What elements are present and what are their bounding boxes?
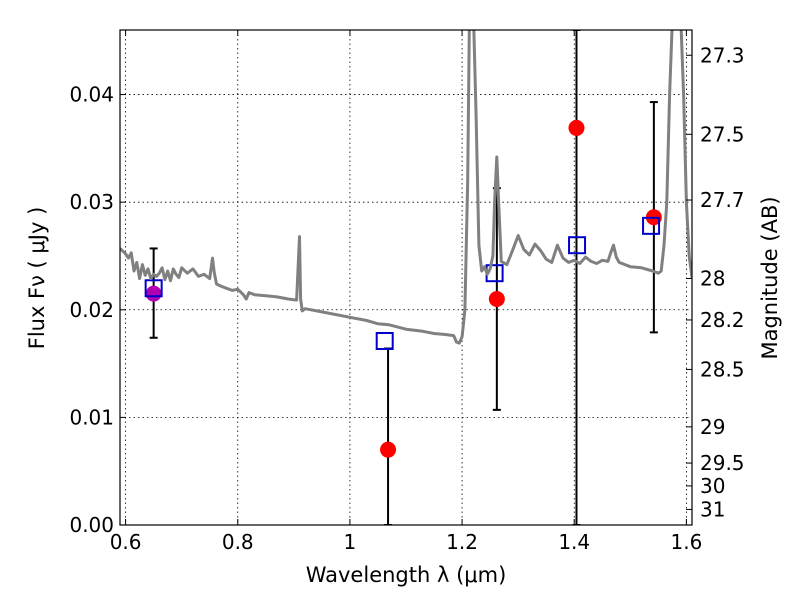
flux-point xyxy=(488,291,505,308)
model-photometry-square xyxy=(144,279,163,298)
x-tick-label: 1.2 xyxy=(446,530,478,554)
model-photometry-square xyxy=(568,236,587,255)
mag-tick-label: 29 xyxy=(700,415,725,439)
plot-area xyxy=(120,30,692,525)
y-tick-label: 0.03 xyxy=(69,190,114,214)
mag-tick-label: 28 xyxy=(700,266,725,290)
y-tick-label: 0.02 xyxy=(69,298,114,322)
mag-tick-label: 28.5 xyxy=(700,357,745,381)
y-axis-label: Flux Fν ( μJy ) xyxy=(25,207,49,350)
right-axis-label: Magnitude (AB) xyxy=(758,196,782,359)
grid-lines xyxy=(120,30,692,526)
mag-tick-label: 27.3 xyxy=(700,43,745,67)
x-tick-label: 1.4 xyxy=(558,530,590,554)
flux-point xyxy=(145,285,162,302)
x-tick-label: 1 xyxy=(344,530,357,554)
y-tick-label: 0.01 xyxy=(69,405,114,429)
plot-frame xyxy=(119,29,693,526)
x-axis-label: Wavelength λ (μm) xyxy=(306,563,507,587)
mag-tick-label: 27.5 xyxy=(700,122,745,146)
mag-tick-label: 29.5 xyxy=(700,451,745,475)
flux-point xyxy=(568,119,585,136)
x-tick-label: 0.6 xyxy=(110,530,142,554)
axes: 0.6 0.8 1 1.2 1.4 1.6 0.00 0.01 0.02 0.03 0.04 27.3… xyxy=(69,30,745,554)
flux-point xyxy=(380,441,397,458)
sed-model-line xyxy=(120,30,692,345)
model-photometry-square xyxy=(642,216,661,235)
y-tick-label: 0.00 xyxy=(69,513,114,537)
mag-tick-label: 28.2 xyxy=(700,308,745,332)
mag-tick-label: 31 xyxy=(700,497,725,521)
model-photometry-square xyxy=(375,331,394,350)
mag-tick-label: 30 xyxy=(700,474,725,498)
x-tick-label: 0.8 xyxy=(222,530,254,554)
x-tick-label: 1.6 xyxy=(670,530,702,554)
y-tick-label: 0.04 xyxy=(69,83,114,107)
mag-tick-label: 27.7 xyxy=(700,188,745,212)
